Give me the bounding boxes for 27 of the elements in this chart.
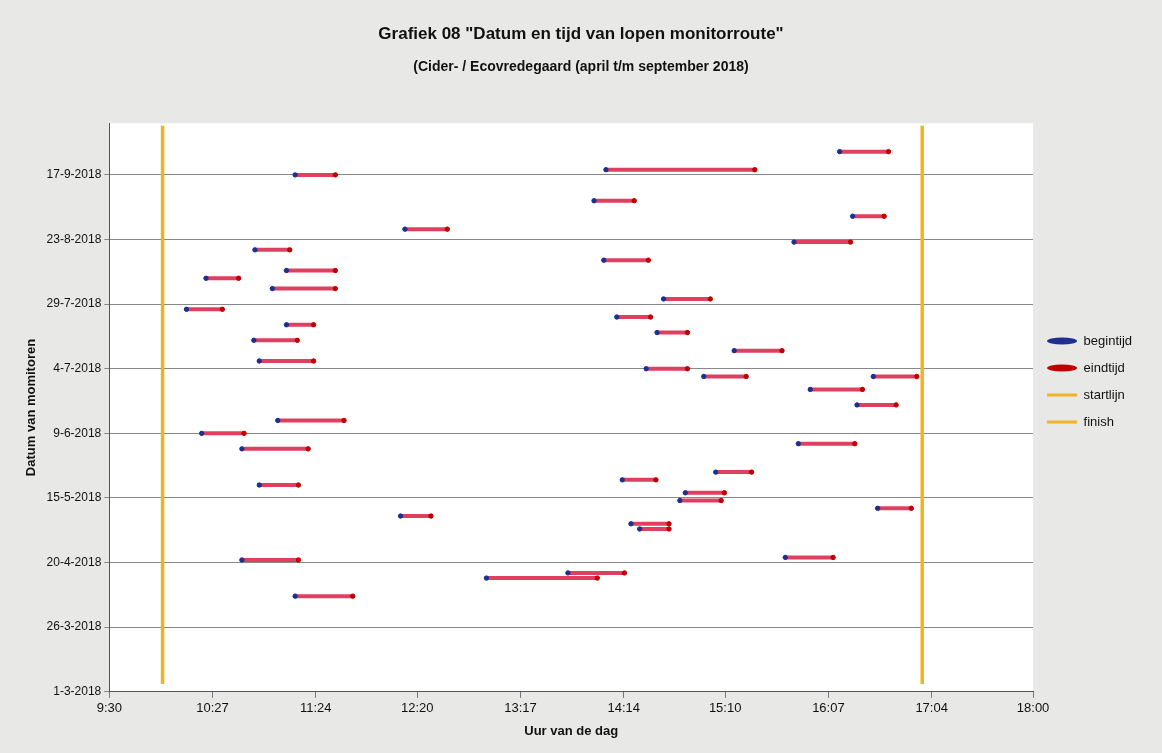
x-tick-label: 15:10 <box>708 700 742 716</box>
legend-label: eindtijd <box>1083 359 1125 375</box>
x-axis-title: Uur van de dag <box>524 722 619 738</box>
x-tick-label: 13:17 <box>504 700 537 716</box>
x-tick-label: 10:27 <box>196 700 229 716</box>
legend-label: begintijd <box>1083 332 1133 348</box>
y-tick-label: 20-4-2018 <box>46 554 102 569</box>
x-tick-label: 16:07 <box>812 700 845 716</box>
x-tick-label: 11:24 <box>300 700 332 716</box>
chart-subtitle: (Cider- / Ecovredegaard (april t/m september 2018) <box>413 57 749 74</box>
x-tick-label: 12:20 <box>400 700 434 716</box>
y-tick-label: 9-6-2018 <box>53 425 102 440</box>
y-tick-label: 29-7-2018 <box>46 296 102 311</box>
chart-title: Grafiek 08 "Datum en tijd van lopen monitorroute" <box>378 23 784 43</box>
x-tick-label: 17:04 <box>915 700 948 716</box>
legend-label: startlijn <box>1083 386 1125 402</box>
legend-label: finish <box>1083 413 1114 429</box>
y-tick-label: 15-5-2018 <box>46 490 102 505</box>
y-tick-label: 4-7-2018 <box>53 361 102 376</box>
x-tick-label: 14:14 <box>607 700 640 716</box>
x-tick-label: 18:00 <box>1016 700 1050 716</box>
y-tick-label: 1-3-2018 <box>53 684 102 699</box>
y-axis-title: Datum van momitoren <box>23 338 39 477</box>
x-tick-label: 9:30 <box>96 700 122 716</box>
y-tick-label: 26-3-2018 <box>46 619 102 634</box>
y-tick-label: 23-8-2018 <box>46 231 102 246</box>
y-tick-label: 17-9-2018 <box>46 167 102 182</box>
